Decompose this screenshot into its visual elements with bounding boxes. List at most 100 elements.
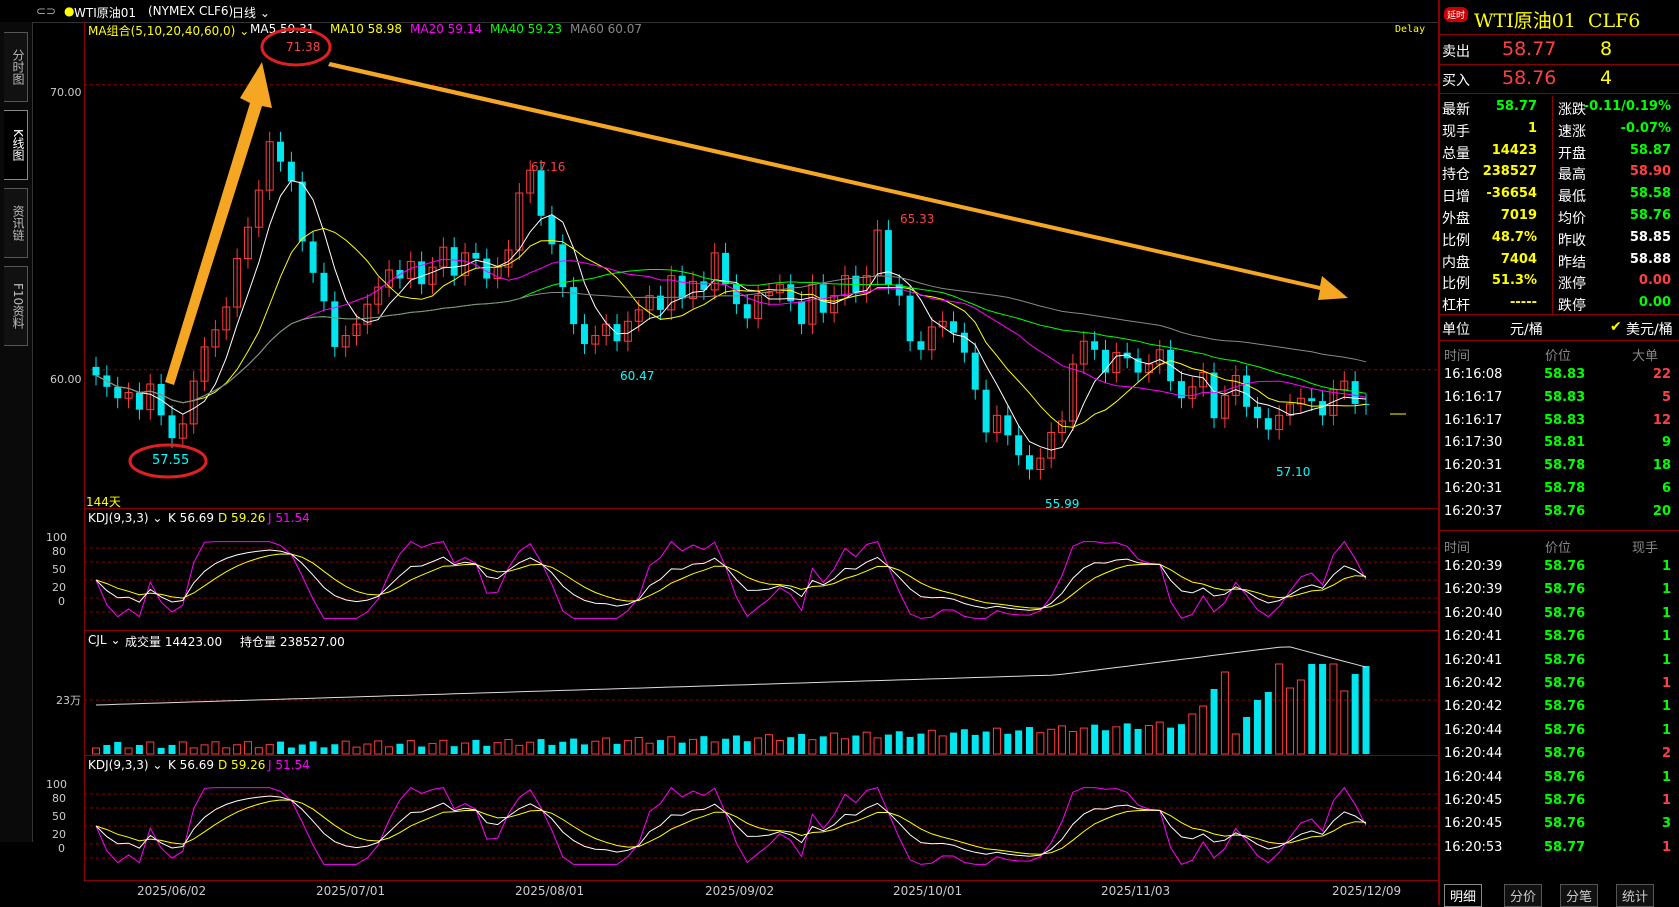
candle-body — [754, 295, 763, 319]
quote-label: 昨结 — [1558, 254, 1586, 271]
quote-row: 日增 -36654 最低 58.58 — [1440, 183, 1673, 205]
volume-bar — [254, 747, 263, 755]
tab-kline[interactable]: K线图 — [4, 110, 28, 180]
delay-label: Delay — [1395, 24, 1426, 35]
candle-body — [298, 181, 306, 242]
quote-label: 昨收 — [1558, 232, 1586, 249]
unit-option-usd[interactable]: 美元/桶 — [1626, 322, 1673, 338]
quote-row: 总量 14423 开盘 58.87 — [1440, 140, 1673, 162]
tick-row: 16:20:53 58.77 1 — [1440, 837, 1673, 859]
candle-body — [439, 246, 448, 268]
tick-row: 16:20:44 58.76 1 — [1440, 720, 1673, 742]
quote-value: 1 — [1527, 120, 1537, 136]
x-date-label: 2025/08/01 — [515, 884, 585, 898]
candle-body — [320, 272, 328, 302]
ask-qty: 8 — [1600, 38, 1613, 60]
tab-f10[interactable]: F10资料 — [4, 266, 28, 346]
tab-detail[interactable]: 明细 — [1444, 884, 1483, 907]
panel-divider — [84, 508, 1438, 509]
volume-bar — [906, 736, 914, 754]
chevron-down-icon: ⌄ — [259, 6, 270, 20]
volume-bar — [1112, 726, 1121, 755]
candle-body — [1296, 397, 1305, 405]
tick-qty: 1 — [1661, 839, 1671, 855]
volume-bar — [406, 740, 415, 755]
kdj-y-label: 20 — [52, 581, 66, 594]
panel-divider — [84, 630, 1438, 631]
volume-bar — [92, 747, 100, 755]
tick-qty: 1 — [1661, 769, 1671, 785]
ma-line — [95, 275, 1367, 404]
high-annotation: 67.16 — [531, 160, 566, 174]
tab-news[interactable]: 资讯链 — [4, 188, 28, 258]
high-annotation: 65.33 — [900, 212, 935, 226]
candle-body — [743, 304, 751, 319]
kdj1-title[interactable]: KDJ(9,3,3) ⌄ — [88, 511, 163, 525]
ma-legend-item: MA40 59.23 — [490, 22, 562, 36]
volume-bar — [775, 739, 784, 755]
candle-body — [1210, 372, 1218, 419]
ma-legend-title[interactable]: MA组合(5,10,20,40,60,0) ⌄ — [88, 24, 250, 38]
quote-value: 0.00 — [1638, 273, 1671, 289]
kdj2-title[interactable]: KDJ(9,3,3) ⌄ — [88, 758, 163, 772]
kdj1-d: D 59.26 — [218, 511, 266, 525]
volume-bar — [1177, 724, 1185, 754]
candle-body — [602, 323, 611, 337]
candle-body — [808, 283, 817, 325]
volume-bar — [722, 738, 730, 754]
tick-price: 58.76 — [1544, 559, 1586, 574]
volume-bar — [287, 747, 295, 754]
volume-bar — [732, 735, 740, 754]
tick-qty: 1 — [1661, 676, 1671, 691]
tick-header: 时间 价位 现手 — [1440, 534, 1673, 556]
quote-value: 51.3% — [1491, 273, 1537, 289]
link-icon[interactable]: ⊂⊃ — [36, 4, 57, 18]
quote-label: 涨跌 — [1558, 102, 1586, 118]
volume-bar — [233, 744, 242, 755]
candle-body — [960, 332, 968, 353]
tab-intraday[interactable]: 分时图 — [4, 32, 28, 102]
quote-row: 现手 1 速涨 -0.07% — [1440, 118, 1673, 140]
quote-label: 最高 — [1558, 167, 1586, 184]
kdj2-d: D 59.26 — [218, 758, 266, 772]
period-selector[interactable]: 日线 ⌄ — [232, 4, 270, 21]
tab-stats[interactable]: 统计 — [1616, 884, 1655, 907]
tab-price-dist[interactable]: 分价 — [1504, 884, 1543, 907]
tick-price: 58.76 — [1544, 746, 1586, 762]
candle-body — [775, 283, 784, 294]
volume-bar — [200, 744, 209, 755]
volume-bar — [178, 741, 187, 755]
order-time: 16:16:17 — [1444, 412, 1503, 428]
tick-time: 16:20:41 — [1444, 652, 1503, 668]
unit-option-cny[interactable]: 元/桶 — [1510, 322, 1543, 338]
vol-title[interactable]: CJL ⌄ — [88, 633, 121, 647]
kdj-y-label: 0 — [58, 842, 65, 855]
candle-body — [1329, 389, 1338, 416]
tick-row: 16:20:45 58.76 3 — [1440, 813, 1673, 835]
period-label: 日线 — [232, 6, 257, 20]
candle-body — [971, 352, 979, 390]
candle-body — [418, 261, 426, 285]
kdj1-j: J 51.54 — [268, 511, 310, 525]
volume-bar — [439, 739, 448, 755]
kdj-k-line — [95, 795, 1367, 857]
volume-bar — [982, 731, 990, 754]
unit-row: 单位 元/桶 ✔ 美元/桶 — [1440, 316, 1673, 338]
unit-label: 单位 — [1442, 322, 1470, 338]
quote-label: 均价 — [1558, 211, 1586, 227]
panel-divider — [84, 755, 1438, 756]
bid-price: 58.76 — [1502, 67, 1557, 89]
order-price: 58.76 — [1544, 503, 1586, 519]
kdj-y-label: 100 — [46, 778, 67, 791]
x-date-label: 2025/07/01 — [316, 884, 386, 898]
candle-body — [428, 266, 437, 285]
tab-ticks[interactable]: 分笔 — [1560, 884, 1599, 907]
chevron-down-icon: ⌄ — [152, 511, 163, 525]
volume-bar — [428, 742, 437, 755]
candle-body — [1188, 386, 1197, 399]
tick-time: 16:20:42 — [1444, 676, 1503, 691]
volume-bar — [1275, 663, 1284, 755]
tick-time: 16:20:44 — [1444, 746, 1503, 762]
tick-price: 58.76 — [1544, 699, 1586, 715]
volume-bar — [1036, 732, 1045, 755]
